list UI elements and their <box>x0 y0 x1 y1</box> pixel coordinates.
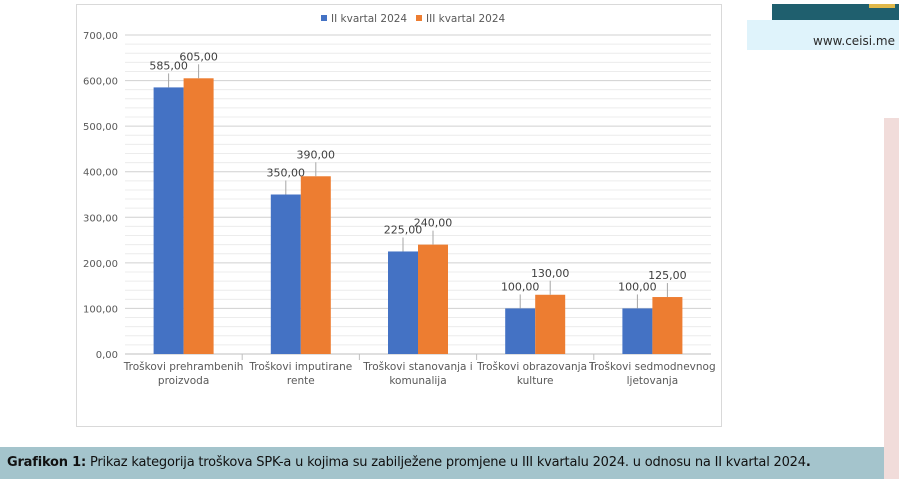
data-label: 350,00 <box>267 167 306 180</box>
bar-chart: 0,00 100,00 200,00 300,00 400,00 500,00 600,00… <box>83 13 716 387</box>
x-category-label: rente <box>287 375 315 387</box>
bar-q3 <box>652 297 683 354</box>
x-category-label: ljetovanja <box>627 375 679 387</box>
data-label: 100,00 <box>501 280 540 293</box>
data-label: 585,00 <box>149 59 188 72</box>
x-category-label: Troškovi prehrambenih <box>123 361 244 373</box>
side-panel <box>884 118 899 479</box>
data-label: 240,00 <box>414 217 453 230</box>
x-category-label: Troškovi stanovanja i <box>362 361 472 373</box>
caption-label: Grafikon 1: <box>7 455 87 470</box>
bar-q2 <box>505 308 536 354</box>
bar-q2 <box>270 194 301 354</box>
data-label: 125,00 <box>648 269 687 282</box>
x-category-label: proizvoda <box>158 375 209 387</box>
chart-frame: 0,00 100,00 200,00 300,00 400,00 500,00 600,00… <box>76 4 722 427</box>
x-category-label: Troškovi imputirane <box>248 361 352 373</box>
data-label: 130,00 <box>531 267 570 280</box>
bar-q2 <box>388 251 418 354</box>
caption-body: Prikaz kategorija troškova SPK-a u kojim… <box>86 455 806 470</box>
data-label: 100,00 <box>618 280 657 293</box>
x-category-label: Troškovi sedmodnevnog <box>588 361 715 373</box>
caption-end: . <box>805 455 811 470</box>
logo-fragment <box>869 4 895 8</box>
bar-q3 <box>300 176 331 354</box>
y-tick-label: 0,00 <box>96 350 118 361</box>
x-category-label: komunalija <box>389 375 446 387</box>
figure-caption: Grafikon 1: Prikaz kategorija troškova S… <box>7 455 811 470</box>
data-label: 390,00 <box>297 148 336 161</box>
legend-swatch <box>321 15 327 21</box>
bar-q2 <box>622 308 653 354</box>
header-banner <box>772 4 899 24</box>
x-category-label: kulture <box>517 375 554 387</box>
bar-q3 <box>535 294 566 354</box>
legend-label: II kvartal 2024 <box>331 13 407 25</box>
y-tick-label: 400,00 <box>83 168 118 179</box>
bar-q2 <box>153 87 184 355</box>
y-tick-label: 600,00 <box>83 77 118 88</box>
y-tick-label: 700,00 <box>83 31 118 42</box>
legend-swatch <box>416 15 422 21</box>
y-tick-label: 200,00 <box>83 259 118 270</box>
site-box: www.ceisi.me <box>747 20 899 50</box>
legend-label: III kvartal 2024 <box>426 13 506 25</box>
data-label: 225,00 <box>384 223 423 236</box>
data-label: 605,00 <box>179 50 218 63</box>
y-tick-label: 500,00 <box>83 122 118 133</box>
bar-q3 <box>183 78 214 355</box>
y-tick-label: 100,00 <box>83 304 118 315</box>
site-url[interactable]: www.ceisi.me <box>813 34 895 48</box>
bar-q3 <box>418 244 448 354</box>
caption-bar: Grafikon 1: Prikaz kategorija troškova S… <box>0 447 884 479</box>
y-tick-label: 300,00 <box>83 213 118 224</box>
x-category-label: Troškovi obrazovanja i <box>476 361 593 373</box>
